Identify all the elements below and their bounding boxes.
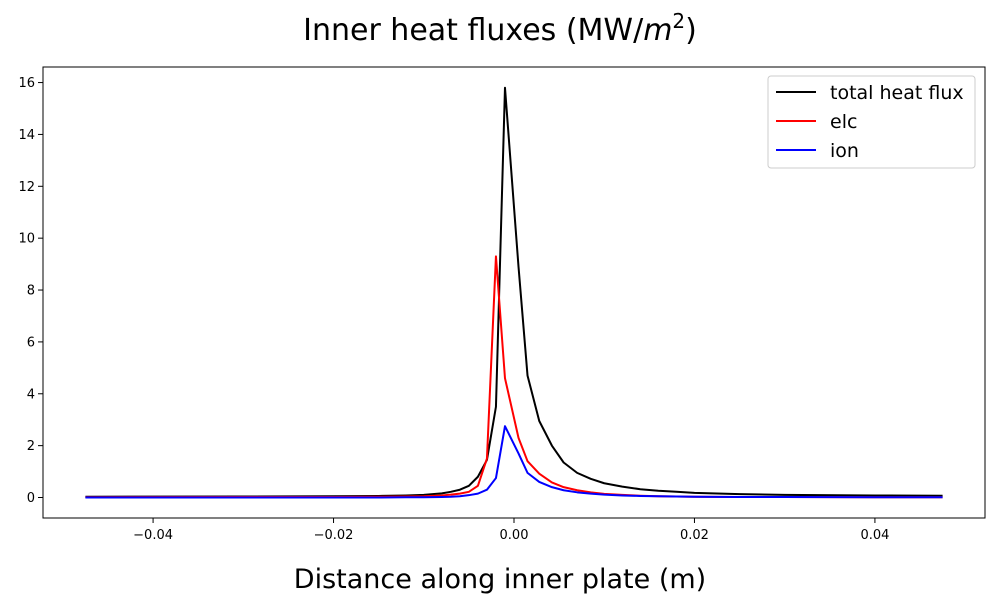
series-line-total-heat-flux (85, 86, 943, 498)
y-tick-label: 14 (18, 128, 35, 143)
y-tick-label: 12 (18, 180, 35, 195)
chart-title-close: ) (685, 13, 697, 48)
series-line-ion (85, 425, 943, 499)
legend-label: total heat flux (830, 82, 964, 104)
y-tick-label: 6 (27, 335, 35, 350)
y-axis-ticks: 0 2 4 6 8 10 12 14 16 (18, 76, 43, 506)
chart-title-base: Inner heat fluxes (MW/ (303, 13, 644, 48)
x-axis-ticks: −0.04 −0.02 0.00 0.02 0.04 (133, 518, 889, 543)
y-tick-label: 2 (27, 439, 35, 454)
legend-label: elc (830, 111, 857, 133)
x-tick-label: 0.00 (500, 528, 529, 543)
x-tick-label: −0.02 (314, 528, 354, 543)
x-tick-label: 0.02 (680, 528, 709, 543)
y-tick-label: 4 (27, 387, 35, 402)
y-tick-label: 0 (27, 491, 35, 506)
series-lines (85, 86, 943, 499)
x-tick-label: 0.04 (860, 528, 889, 543)
legend-entries: total heat flux elc ion (776, 82, 964, 162)
chart-legend: total heat flux elc ion (767, 75, 976, 169)
legend-box (767, 75, 976, 169)
y-tick-label: 16 (18, 76, 35, 91)
x-tick-label: −0.04 (133, 528, 173, 543)
series-line-elc (85, 255, 943, 499)
y-tick-label: 8 (27, 284, 35, 299)
chart-title-var: m (643, 13, 672, 48)
chart-title-sup: 2 (672, 9, 685, 33)
legend-label: ion (830, 140, 859, 162)
chart-title: Inner heat fluxes (MW/m2) (303, 9, 697, 48)
x-axis-label: Distance along inner plate (m) (294, 564, 706, 595)
y-tick-label: 10 (18, 232, 35, 247)
